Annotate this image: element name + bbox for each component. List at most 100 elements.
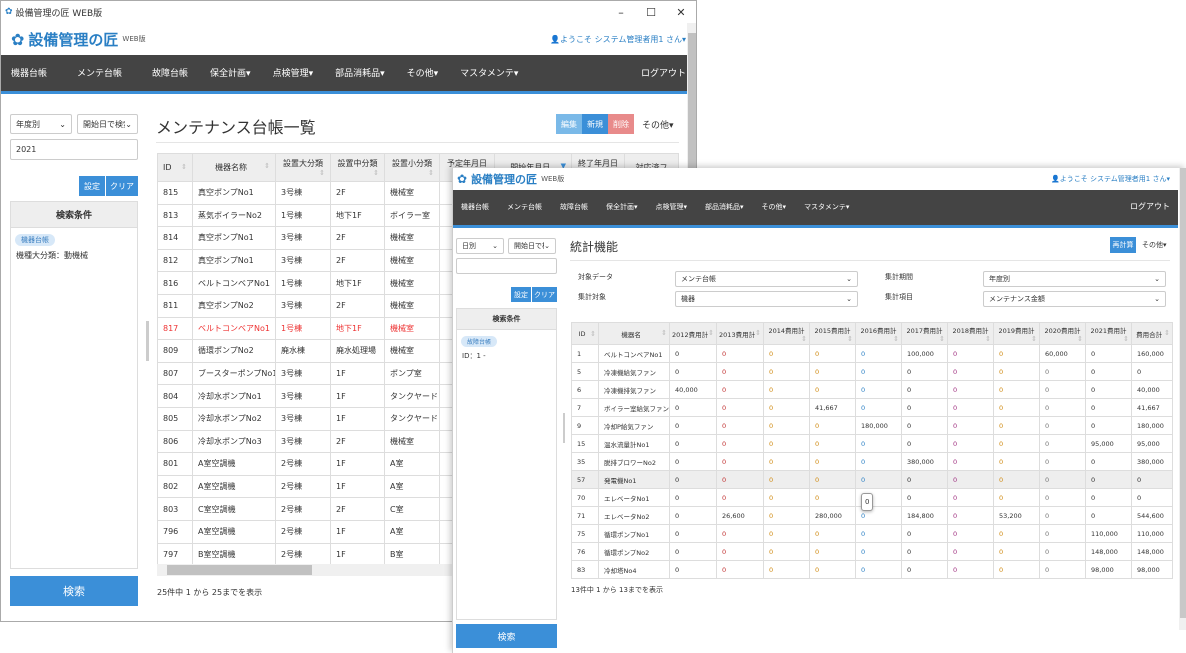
value-input[interactable] — [456, 258, 557, 274]
table-row[interactable]: 76 循環ポンプNo2 0 0 0 0 0 0 0 0 0 148,000 148,000 — [571, 542, 1173, 561]
nav-item[interactable]: 部品消耗品▾ — [705, 202, 744, 211]
nav-item[interactable]: 部品消耗品▾ — [335, 68, 385, 79]
period-select[interactable]: 日別 ⌄ — [456, 238, 504, 254]
table-cell: 2号棟 — [275, 497, 331, 521]
table-cell: 真空ポンプNo2 — [192, 293, 276, 318]
table-cell: 797 — [157, 542, 193, 567]
minimize-button[interactable]: – — [618, 5, 624, 19]
item-select[interactable]: メンテナンス金額 ⌄ — [983, 291, 1166, 307]
nav-item[interactable]: 保全計画▾ — [606, 202, 638, 211]
user-menu[interactable]: 👤ようこそ システム管理者用1 さん▾ — [1051, 174, 1170, 184]
nav-item[interactable]: その他▾ — [406, 68, 439, 79]
user-menu[interactable]: 👤ようこそ システム管理者用1 さん▾ — [550, 34, 686, 45]
set-button[interactable]: 設定 — [511, 287, 531, 302]
column-label: 2019費用計 — [998, 326, 1035, 335]
table-cell: 冷凍機給気ファン — [598, 362, 670, 381]
table-cell: 2F — [330, 497, 385, 521]
column-header[interactable]: 2018費用計 ⇕ — [947, 322, 994, 345]
table-row[interactable]: 7 ボイラー室給気ファン 0 0 0 41,667 0 0 0 0 0 0 41,667 — [571, 398, 1173, 417]
table-cell: 0 — [855, 380, 902, 399]
column-header[interactable]: 2020費用計 ⇕ — [1039, 322, 1086, 345]
table-row[interactable]: 35 脱排ブロワーNo2 0 0 0 0 0 380,000 0 0 0 0 380,000 — [571, 452, 1173, 471]
delete-button[interactable]: 削除 — [608, 114, 634, 134]
column-header[interactable]: 費用合計 ⇕ — [1131, 322, 1173, 345]
table-row[interactable]: 1 ベルトコンベアNo1 0 0 0 0 0 100,000 0 0 60,000 0 160,000 — [571, 344, 1173, 363]
column-header[interactable]: 2021費用計 ⇕ — [1085, 322, 1132, 345]
logout-link[interactable]: ログアウト — [640, 68, 686, 79]
table-row[interactable]: 83 冷却塔No4 0 0 0 0 0 0 0 0 0 98,000 98,000 — [571, 560, 1173, 579]
splitter-handle[interactable] — [563, 413, 565, 443]
table-cell: 812 — [157, 248, 193, 273]
table-row[interactable]: 70エレベータNo100000000000 — [571, 488, 1173, 507]
set-button[interactable]: 設定 — [79, 176, 105, 196]
table-row[interactable]: 6 冷凍機排気ファン 40,000 0 0 0 0 0 0 0 0 0 40,000 — [571, 380, 1173, 399]
period-select-main[interactable]: 年度別 ⌄ — [983, 271, 1166, 287]
column-header[interactable]: 2015費用計 ⇕ — [809, 322, 856, 345]
table-cell: 蒸気ボイラーNo2 — [192, 203, 276, 228]
nav-item[interactable]: その他▾ — [761, 202, 787, 211]
table-cell: 0 — [763, 488, 810, 507]
new-button[interactable]: 新規 — [582, 114, 608, 134]
column-header[interactable]: 機器名称 ⇕ — [192, 153, 276, 182]
table-row[interactable]: 9 冷却P給気ファン 0 0 0 0 180,000 0 0 0 0 0 180,000 — [571, 416, 1173, 435]
logout-link[interactable]: ログアウト — [1130, 202, 1170, 211]
target-data-select[interactable]: メンテ台帳 ⌄ — [675, 271, 858, 287]
date-type-select[interactable]: 開始日で検索⌄ — [508, 238, 556, 254]
table-row[interactable]: 71 エレベータNo2 0 26,600 0 280,000 0 184,800 0 53,200… — [571, 506, 1173, 525]
table-row[interactable]: 15 温水流量計No1 0 0 0 0 0 0 0 0 0 95,000 95,000 — [571, 434, 1173, 453]
table-cell: 0 — [716, 434, 764, 453]
nav-item[interactable]: マスタメンテ▾ — [804, 202, 850, 211]
column-header[interactable]: 2016費用計 ⇕ — [855, 322, 902, 345]
tooltip: 0 — [861, 493, 874, 511]
column-header[interactable]: 2019費用計 ⇕ — [993, 322, 1040, 345]
table-cell: 0 — [1039, 434, 1086, 453]
nav-item[interactable]: マスタメンテ▾ — [460, 68, 519, 79]
clear-button[interactable]: クリア — [532, 287, 557, 302]
maximize-button[interactable]: ☐ — [646, 5, 656, 19]
nav-item[interactable]: 機器台帳 — [11, 68, 48, 79]
nav-item[interactable]: 故障台帳 — [152, 68, 189, 79]
nav-item[interactable]: 故障台帳 — [560, 202, 588, 211]
clear-button[interactable]: クリア — [106, 176, 138, 196]
date-type-select[interactable]: 開始日で検索⌄ — [77, 114, 138, 134]
agg-target-select[interactable]: 機器 ⌄ — [675, 291, 858, 307]
vertical-scrollbar[interactable] — [1179, 168, 1186, 630]
table-row[interactable]: 5 冷凍機給気ファン 0 0 0 0 0 0 0 0 0 0 0 — [571, 362, 1173, 381]
table-cell: A室空調機 — [192, 519, 276, 544]
nav-item[interactable]: 点検管理▾ — [655, 202, 688, 211]
edit-button[interactable]: 編集 — [556, 114, 582, 134]
logo[interactable]: ✿ 設備管理の匠 WEB版 — [11, 29, 146, 50]
logo[interactable]: ✿ 設備管理の匠 WEB版 — [457, 171, 564, 187]
splitter-handle[interactable] — [146, 321, 149, 361]
nav-item[interactable]: 点検管理▾ — [272, 68, 314, 79]
nav-item[interactable]: 保全計画▾ — [210, 68, 251, 79]
year-input[interactable]: 2021 — [10, 139, 138, 160]
column-header[interactable]: 設置中分類 ⇕ — [330, 153, 385, 182]
recalculate-button[interactable]: 再計算 — [1110, 237, 1136, 253]
nav-item[interactable]: 機器台帳 — [461, 202, 489, 211]
nav-item[interactable]: メンテ台帳 — [507, 202, 542, 211]
table-cell: 真空ポンプNo1 — [192, 181, 276, 205]
column-header[interactable]: ID ⇕ — [571, 322, 599, 345]
search-button[interactable]: 検索 — [10, 576, 138, 606]
period-select[interactable]: 年度別 ⌄ — [10, 114, 72, 134]
other-menu[interactable]: その他▾ — [642, 120, 674, 131]
table-row[interactable]: 57 発電機No1 0 0 0 0 0 0 0 0 0 0 0 — [571, 470, 1173, 489]
table-row[interactable]: 75 循環ポンプNo1 0 0 0 0 0 0 0 0 0 110,000 110,000 — [571, 524, 1173, 543]
column-header[interactable]: 2014費用計 ⇕ — [763, 322, 810, 345]
close-button[interactable]: ✕ — [676, 5, 686, 19]
search-button[interactable]: 検索 — [456, 624, 557, 648]
column-header[interactable]: ID ⇕ — [157, 153, 193, 182]
column-header[interactable]: 2012費用計 ⇕ — [669, 322, 717, 345]
other-menu[interactable]: その他▾ — [1142, 241, 1167, 249]
table-cell: 110,000 — [1131, 524, 1173, 543]
nav-item[interactable]: メンテ台帳 — [69, 54, 131, 93]
horizontal-scrollbar[interactable] — [157, 564, 455, 576]
column-header[interactable]: 機器名 ⇕ — [598, 322, 670, 345]
column-header[interactable]: 設置小分類 ⇕ — [384, 153, 440, 182]
column-header[interactable]: 2017費用計 ⇕ — [901, 322, 948, 345]
table-cell: 0 — [947, 506, 994, 525]
column-header[interactable]: 2013費用計 ⇕ — [716, 322, 764, 345]
table-cell: 0 — [669, 470, 717, 489]
column-header[interactable]: 設置大分類 ⇕ — [275, 153, 331, 182]
